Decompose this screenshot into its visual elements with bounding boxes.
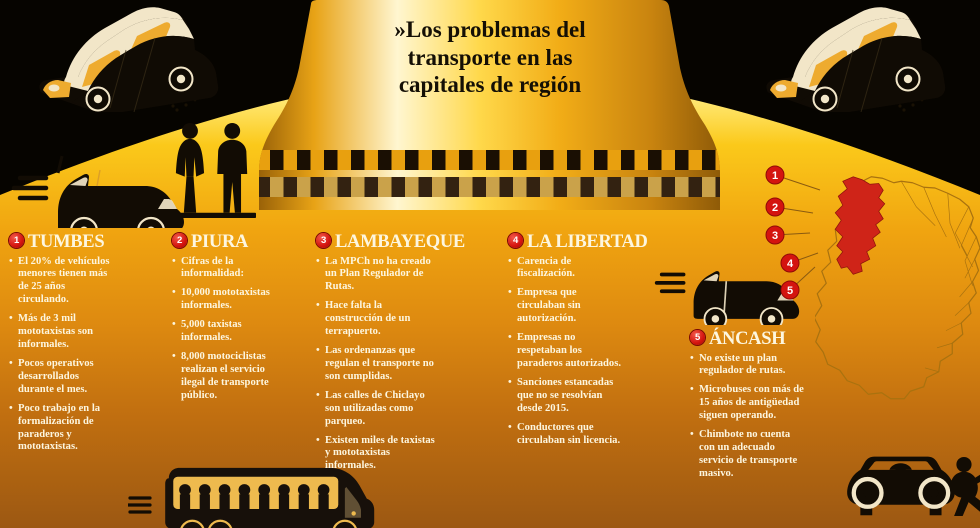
svg-text:5: 5	[787, 285, 793, 297]
svg-text:2: 2	[772, 202, 778, 214]
svg-text:3: 3	[772, 230, 778, 242]
svg-text:4: 4	[787, 258, 794, 270]
svg-text:1: 1	[772, 170, 778, 182]
